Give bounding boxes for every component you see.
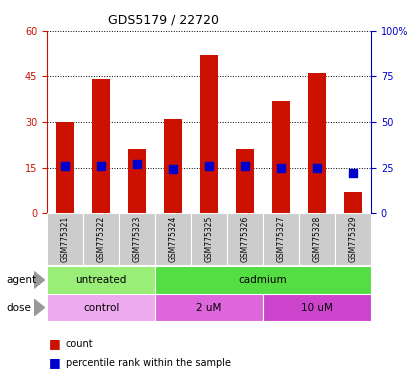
Point: [133, 161, 140, 167]
Bar: [47, 266, 155, 294]
Bar: [227, 213, 263, 265]
Text: GSM775324: GSM775324: [168, 216, 177, 262]
Text: percentile rank within the sample: percentile rank within the sample: [65, 358, 230, 368]
Bar: [83, 213, 119, 265]
Bar: [155, 266, 370, 294]
Text: GSM775321: GSM775321: [61, 216, 70, 262]
Text: cadmium: cadmium: [238, 275, 287, 285]
Bar: [334, 213, 370, 265]
Bar: [191, 213, 227, 265]
Point: [98, 163, 104, 169]
Text: GSM775329: GSM775329: [348, 216, 357, 262]
Text: 2 uM: 2 uM: [196, 303, 221, 313]
Text: 10 uM: 10 uM: [300, 303, 332, 313]
Text: GSM775325: GSM775325: [204, 216, 213, 262]
Bar: [47, 294, 155, 321]
Bar: [47, 213, 83, 265]
Text: GSM775326: GSM775326: [240, 216, 249, 262]
Text: untreated: untreated: [75, 275, 126, 285]
Bar: [155, 294, 263, 321]
Bar: [92, 79, 110, 213]
Text: count: count: [65, 339, 93, 349]
Text: GSM775322: GSM775322: [97, 216, 106, 262]
Text: agent: agent: [6, 275, 36, 285]
Bar: [298, 213, 334, 265]
Bar: [263, 294, 370, 321]
Polygon shape: [34, 271, 45, 288]
Point: [241, 163, 248, 169]
Text: ■: ■: [49, 337, 61, 350]
Point: [169, 166, 176, 172]
Bar: [307, 73, 325, 213]
Text: GSM775323: GSM775323: [132, 216, 141, 262]
Text: ■: ■: [49, 356, 61, 369]
Bar: [128, 149, 146, 213]
Point: [313, 164, 319, 170]
Bar: [272, 101, 290, 213]
Point: [62, 163, 68, 169]
Text: GDS5179 / 22720: GDS5179 / 22720: [108, 13, 219, 26]
Bar: [155, 213, 191, 265]
Bar: [164, 119, 182, 213]
Bar: [200, 55, 218, 213]
Point: [205, 163, 212, 169]
Point: [349, 170, 355, 176]
Bar: [236, 149, 254, 213]
Bar: [263, 213, 298, 265]
Text: GSM775328: GSM775328: [312, 216, 321, 262]
Bar: [56, 122, 74, 213]
Point: [277, 164, 284, 170]
Text: control: control: [83, 303, 119, 313]
Bar: [119, 213, 155, 265]
Polygon shape: [34, 299, 45, 316]
Text: GSM775327: GSM775327: [276, 216, 285, 262]
Bar: [343, 192, 361, 213]
Text: dose: dose: [6, 303, 31, 313]
